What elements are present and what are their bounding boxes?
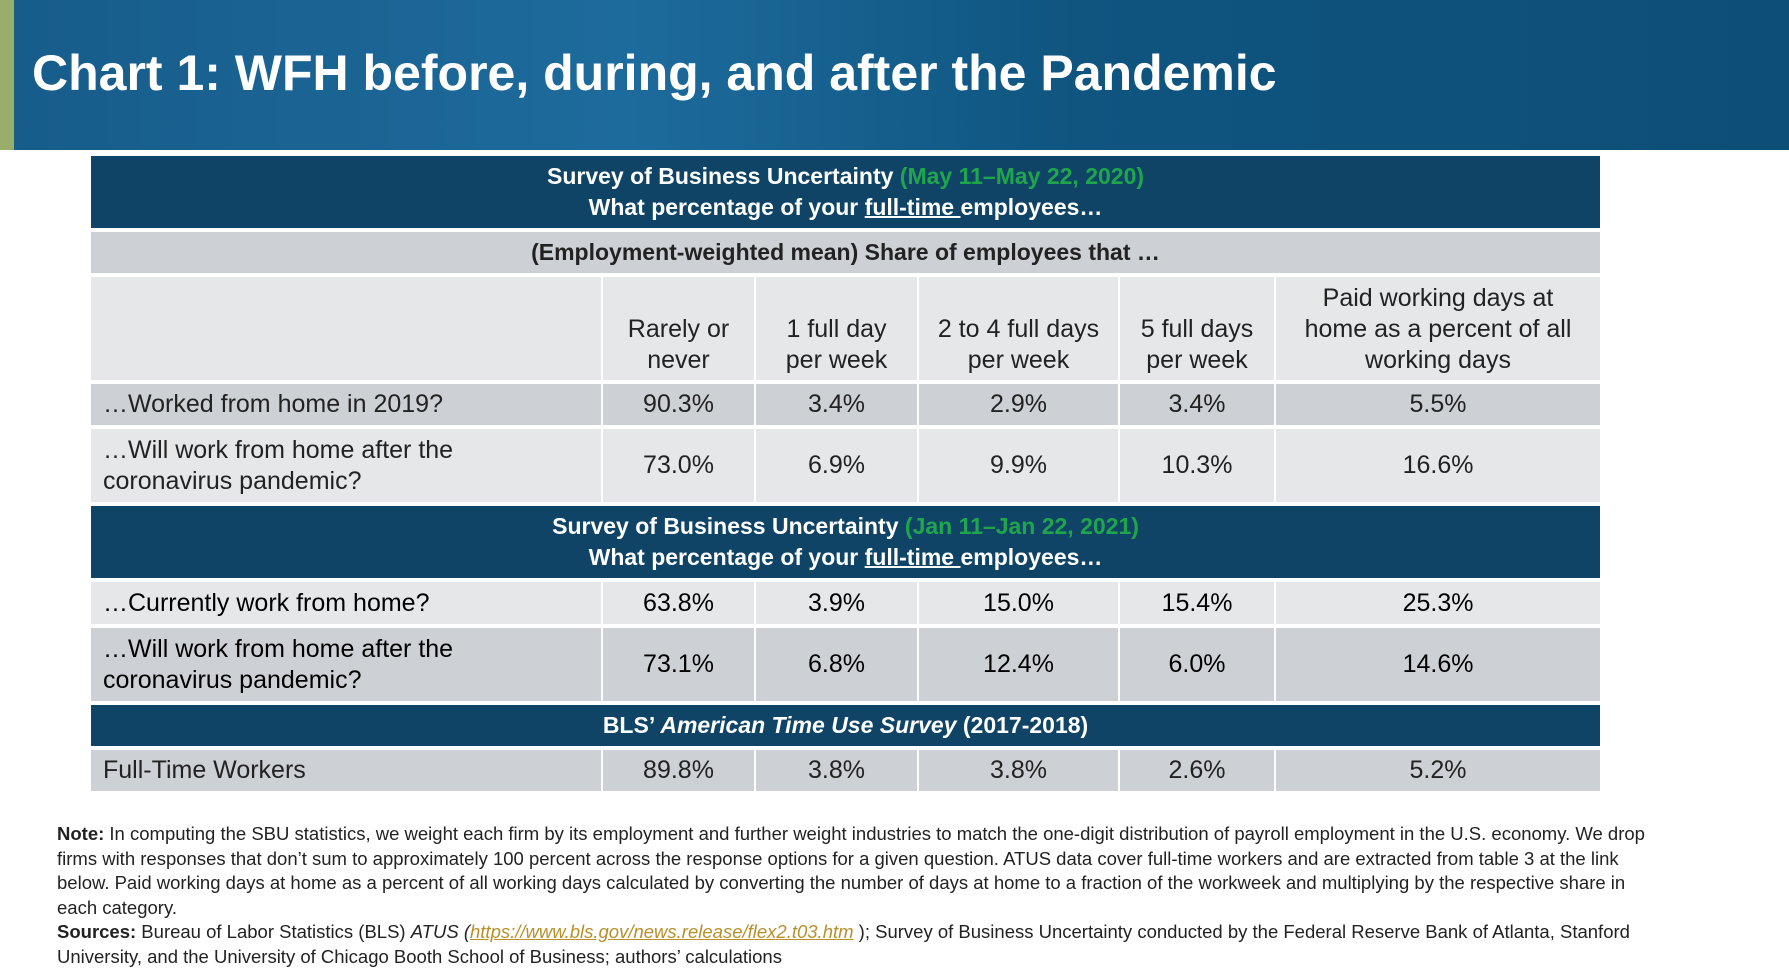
cell: 14.6% (1274, 628, 1601, 701)
wfh-table: Survey of Business Uncertainty (May 11–M… (91, 152, 1601, 795)
column-header-row: Rarely or never 1 full day per week 2 to… (91, 277, 1601, 380)
cell: 3.4% (754, 384, 917, 425)
cell: 2.9% (917, 384, 1118, 425)
table-row: …Worked from home in 2019? 90.3% 3.4% 2.9%… (91, 384, 1601, 425)
row-label: …Currently work from home? (91, 582, 601, 624)
cell: 25.3% (1274, 582, 1601, 624)
section-title: Survey of Business Uncertainty (547, 163, 894, 189)
row-label: …Will work from home after the coronavir… (91, 628, 601, 701)
col-header-rarely: Rarely or never (601, 277, 754, 380)
sources-text: Bureau of Labor Statistics (BLS) (136, 921, 411, 942)
subheader-row: (Employment-weighted mean) Share of empl… (91, 232, 1601, 273)
cell: 6.9% (754, 429, 917, 502)
cell: 5.2% (1274, 750, 1601, 791)
cell: 2.6% (1118, 750, 1274, 791)
bls-link[interactable]: https://www.bls.gov/news.release/flex2.t… (470, 921, 854, 942)
row-label: …Will work from home after the coronavir… (91, 429, 601, 502)
section-header-2021: Survey of Business Uncertainty (Jan 11–J… (91, 506, 1601, 578)
question-text: What percentage of your (588, 194, 865, 220)
cell: 3.4% (1118, 384, 1274, 425)
question-text-end: employees… (960, 194, 1103, 220)
notes: Note: In computing the SBU statistics, w… (57, 822, 1657, 969)
section-dates: (May 11–May 22, 2020) (899, 163, 1145, 189)
section-header-2020: Survey of Business Uncertainty (May 11–M… (91, 156, 1601, 228)
question-underlined: full-time (864, 194, 961, 220)
cell: 10.3% (1118, 429, 1274, 502)
side-accent-strip (0, 0, 14, 150)
col-header-1-day: 1 full day per week (754, 277, 917, 380)
question-underlined: full-time (864, 544, 961, 570)
note-text: In computing the SBU statistics, we weig… (57, 823, 1645, 918)
subheader: (Employment-weighted mean) Share of empl… (91, 232, 1601, 273)
section-dates: (2017-2018) (956, 712, 1089, 738)
cell: 6.0% (1118, 628, 1274, 701)
sources-text-end: ); Survey of Business Uncertainty conduc… (57, 921, 1630, 967)
question-text: What percentage of your (588, 544, 865, 570)
table-row: …Will work from home after the coronavir… (91, 429, 1601, 502)
table-row: …Will work from home after the coronavir… (91, 628, 1601, 701)
cell: 3.8% (754, 750, 917, 791)
section-title-italic: American Time Use Survey (660, 712, 957, 738)
cell: 16.6% (1274, 429, 1601, 502)
cell: 3.9% (754, 582, 917, 624)
cell: 90.3% (601, 384, 754, 425)
cell: 6.8% (754, 628, 917, 701)
atus-label: ATUS ( (410, 921, 470, 942)
cell: 63.8% (601, 582, 754, 624)
cell: 5.5% (1274, 384, 1601, 425)
table-row: Full-Time Workers 89.8% 3.8% 3.8% 2.6% 5.2% (91, 750, 1601, 791)
col-header-5-days: 5 full days per week (1118, 277, 1274, 380)
table-row: …Currently work from home? 63.8% 3.9% 15.0… (91, 582, 1601, 624)
col-header-paid-days: Paid working days at home as a percent o… (1274, 277, 1601, 380)
col-header-2-4-days: 2 to 4 full days per week (917, 277, 1118, 380)
cell: 9.9% (917, 429, 1118, 502)
row-label: …Worked from home in 2019? (91, 384, 601, 425)
section-title: BLS’ (602, 712, 661, 738)
question-text-end: employees… (960, 544, 1103, 570)
cell: 15.4% (1118, 582, 1274, 624)
cell: 73.0% (601, 429, 754, 502)
title-banner (0, 0, 1789, 150)
cell: 89.8% (601, 750, 754, 791)
section-title: Survey of Business Uncertainty (552, 513, 899, 539)
row-label: Full-Time Workers (91, 750, 601, 791)
cell: 12.4% (917, 628, 1118, 701)
cell: 73.1% (601, 628, 754, 701)
col-header-blank (91, 277, 601, 380)
page-title: Chart 1: WFH before, during, and after t… (32, 45, 1277, 101)
cell: 3.8% (917, 750, 1118, 791)
note-label: Note: (57, 823, 105, 844)
sources-label: Sources: (57, 921, 137, 942)
section-dates: (Jan 11–Jan 22, 2021) (904, 513, 1139, 539)
cell: 15.0% (917, 582, 1118, 624)
section-header-atus: BLS’ American Time Use Survey (2017-2018… (91, 705, 1601, 746)
